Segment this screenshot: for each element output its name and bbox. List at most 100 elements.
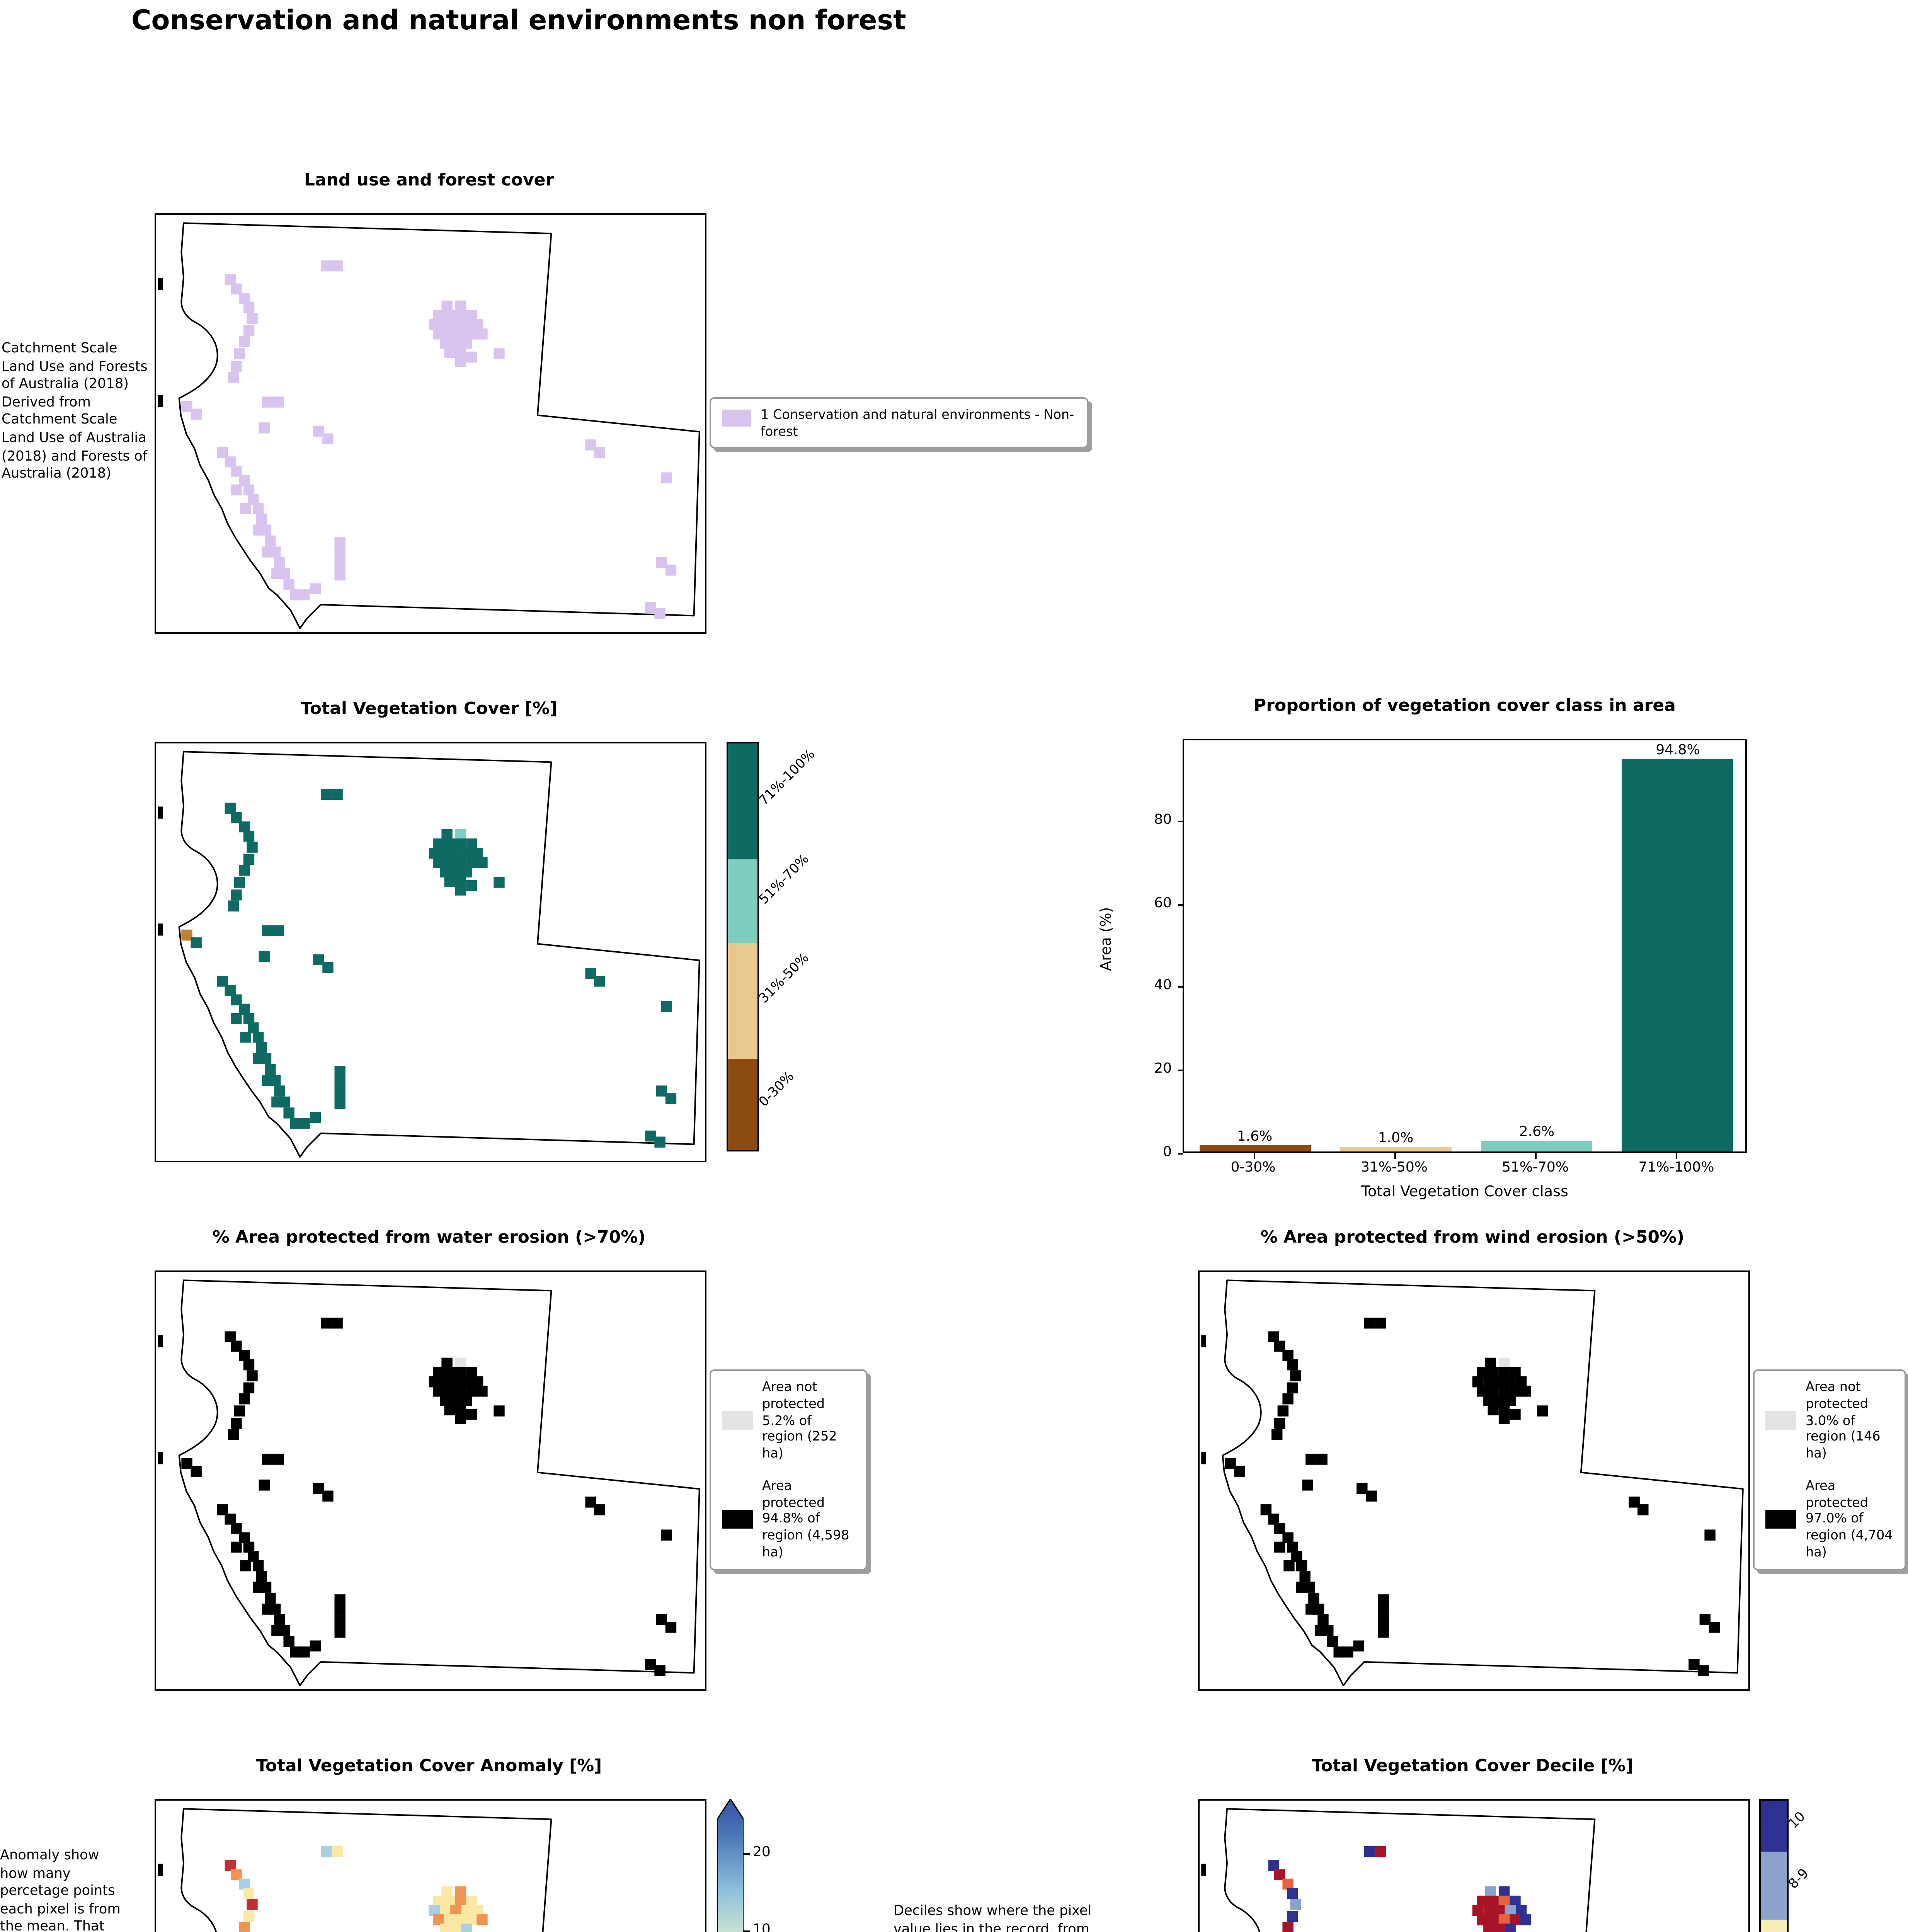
map-pixel [252, 1582, 264, 1593]
map-pixel [321, 789, 332, 800]
map-pixel [228, 372, 239, 383]
map-pixel [225, 985, 236, 996]
map-pixel [334, 1098, 346, 1109]
map-pixel [450, 338, 461, 349]
map-pixel [321, 1317, 332, 1329]
map-pixel [313, 954, 324, 966]
map-pixel [1483, 1923, 1494, 1932]
map-pixel [1274, 1869, 1285, 1881]
map-pixel [256, 1042, 267, 1053]
map-pixel [440, 866, 451, 878]
water-legend: Area not protected 5.2% of region (252 h… [710, 1369, 867, 1570]
x-tickmark [1535, 1153, 1537, 1158]
map-pixel [1296, 1560, 1307, 1571]
map-pixel [441, 300, 453, 312]
map-pixel [645, 602, 656, 613]
map-pixel [466, 351, 477, 363]
map-pixel [441, 1357, 453, 1369]
map-pixel [299, 1646, 310, 1658]
map-pixel [1268, 1514, 1279, 1525]
veg-colorbar: 71%-100% 51%-70% 31%-50% 0-30% [727, 742, 819, 1151]
wind-panel-title: % Area protected from wind erosion (>50%… [1260, 1227, 1685, 1247]
map-pixel [1498, 1895, 1510, 1907]
x-tickmark [1394, 1153, 1396, 1158]
bar-0-30% [1199, 1145, 1311, 1151]
map-pixel [243, 830, 255, 842]
map-pixel [252, 1032, 264, 1043]
map-pixel [265, 1064, 276, 1075]
anomaly-map-svg [158, 1808, 552, 1932]
landuse-side-note: Catchment Scale Land Use and Forests of … [2, 342, 148, 483]
map-pixel [252, 503, 264, 514]
map-pixel [1364, 1846, 1375, 1857]
decile-colorbar: 108-94-72-31 [1759, 1799, 1813, 1932]
map-pixel [231, 1340, 242, 1352]
map-pixel [1296, 1582, 1307, 1593]
map-pixel [450, 866, 461, 878]
region-outline [180, 1808, 552, 1932]
map-pixel [243, 325, 255, 337]
map-pixel [217, 976, 228, 987]
map-pixel [231, 1418, 242, 1429]
colorbar-segment [728, 860, 757, 943]
map-pixel [334, 1594, 346, 1605]
map-pixel [262, 1075, 273, 1086]
decile-map [1198, 1799, 1750, 1932]
y-tick-label: 0 [1163, 1145, 1172, 1160]
wind-map [1198, 1270, 1750, 1691]
map-pixel [1505, 1905, 1516, 1916]
map-pixel [231, 994, 242, 1005]
map-pixel [334, 570, 346, 581]
map-pixel [1505, 1923, 1516, 1932]
map-pixel [1287, 1541, 1298, 1553]
map-pixel [661, 1529, 672, 1541]
map-pixel [243, 1911, 255, 1922]
anomaly-colorbar-gradient [717, 1798, 744, 1932]
map-pixel [313, 425, 324, 437]
map-pixel [1520, 1386, 1531, 1397]
map-pixel [1287, 1888, 1298, 1899]
map-pixel [240, 1032, 251, 1043]
map-pixel [1302, 1480, 1313, 1491]
map-pixel [1510, 1367, 1521, 1378]
map-pixel [225, 1331, 236, 1342]
map-pixel [444, 1386, 455, 1397]
map-pixel [1510, 1895, 1521, 1907]
map-pixel [283, 579, 294, 590]
y-tickmark [1177, 986, 1183, 988]
map-pixel [472, 1905, 483, 1916]
water-map [155, 1270, 706, 1691]
map-pixel [265, 535, 276, 547]
map-pixel [247, 1370, 258, 1381]
bar-31%-50% [1340, 1147, 1452, 1151]
wind-legend-entry-protected: Area protected 97.0% of region (4,704 ha… [1765, 1477, 1894, 1560]
map-pixel [334, 1627, 346, 1638]
map-pixel [1488, 1367, 1499, 1378]
map-pixel [234, 877, 245, 888]
colorbar-segment [728, 943, 757, 1058]
anomaly-map [155, 1799, 706, 1932]
bar-value-label: 2.6% [1519, 1125, 1555, 1141]
map-pixel [271, 568, 283, 579]
wind-protected-swatch [1765, 1509, 1796, 1528]
map-pixel [322, 962, 334, 973]
map-pixel [645, 1659, 656, 1670]
map-pixel [1378, 1627, 1389, 1638]
map-pixel [433, 1895, 444, 1907]
map-pixel [1315, 1625, 1326, 1636]
colorbar-label: 31%-50% [756, 951, 813, 1008]
map-pixel [1305, 1604, 1317, 1615]
x-tick-label: 0-30% [1231, 1161, 1276, 1176]
map-pixel [231, 1013, 242, 1024]
map-pixel [1498, 1367, 1510, 1378]
map-pixel [1375, 1317, 1386, 1329]
map-pixel [433, 1367, 444, 1378]
x-tick-label: 51%-70% [1501, 1161, 1569, 1176]
map-pixel [240, 1560, 251, 1571]
chart-title: Proportion of vegetation cover class in … [1254, 696, 1676, 716]
bar-chart: 1.6% 1.0% 2.6% 94.8% 0 20 40 60 80 0-30% 31%-50% 5… [1128, 739, 1753, 1202]
map-pixel [494, 877, 505, 888]
map-pixel [191, 408, 202, 420]
map-pixel [1357, 1483, 1368, 1494]
map-pixel [234, 1405, 245, 1417]
